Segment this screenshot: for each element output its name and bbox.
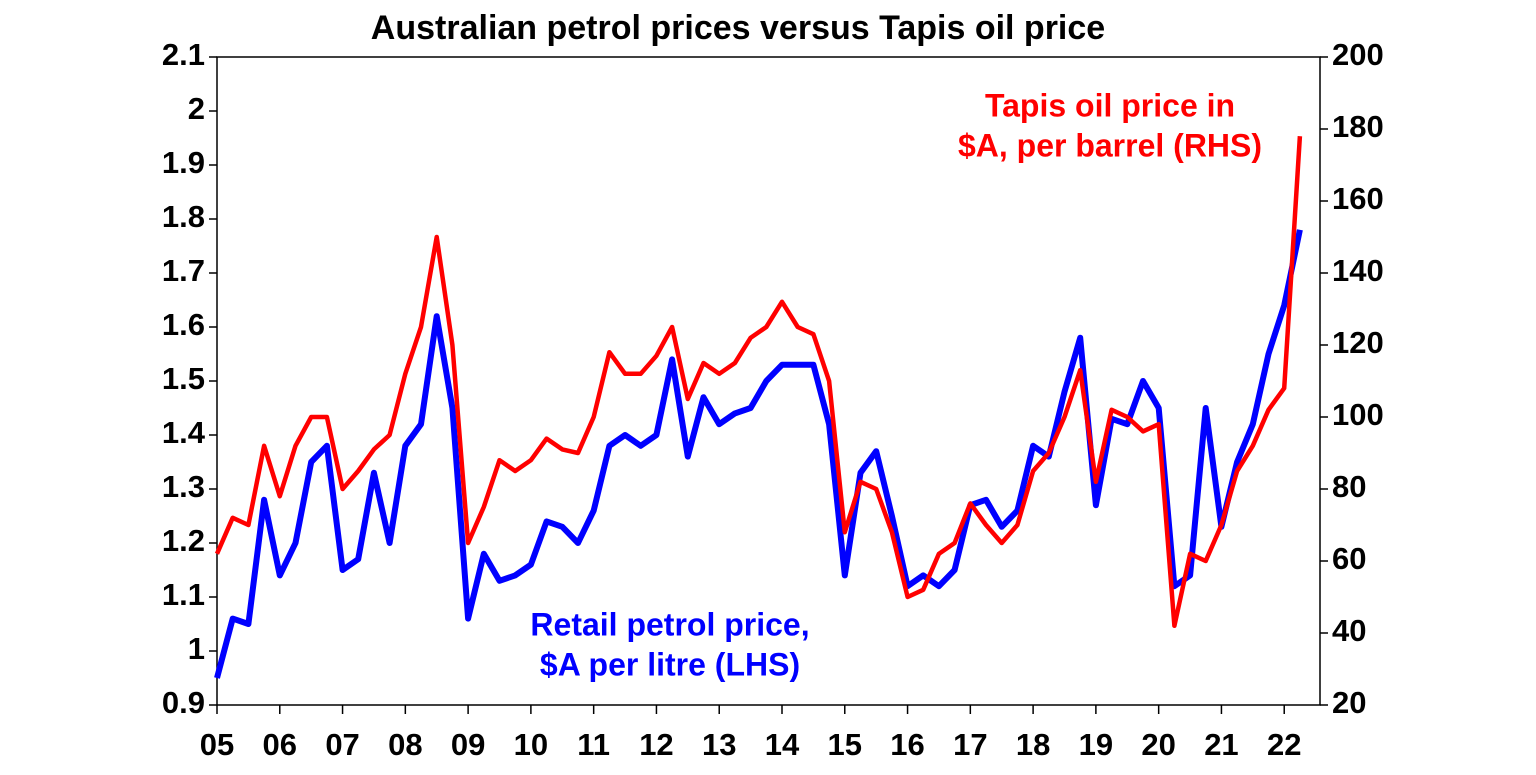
series-line	[214, 136, 1303, 629]
y2-tick-label: 60	[1332, 541, 1366, 576]
series-line	[214, 229, 1303, 679]
x-tick-label: 20	[1141, 727, 1175, 762]
x-tick-label: 11	[577, 727, 610, 762]
y2-tick-label: 20	[1332, 685, 1366, 720]
x-tick-label: 06	[263, 727, 297, 762]
y2-tick-label: 200	[1332, 37, 1384, 72]
x-tick-label: 16	[890, 727, 924, 762]
y-tick-label: 0.9	[162, 685, 205, 720]
y-tick-label: 1.9	[162, 145, 205, 180]
y2-tick-label: 180	[1332, 109, 1384, 144]
x-tick-label: 05	[200, 727, 234, 762]
y-tick-label: 1.8	[162, 199, 205, 234]
y2-tick-label: 40	[1332, 613, 1366, 648]
x-tick-label: 17	[953, 727, 987, 762]
x-tick-label: 15	[828, 727, 862, 762]
x-tick-label: 19	[1079, 727, 1113, 762]
series-label: $A, per barrel (RHS)	[958, 127, 1262, 163]
y2-tick-label: 160	[1332, 181, 1384, 216]
series-label: $A per litre (LHS)	[540, 646, 800, 682]
y-tick-label: 1.4	[162, 415, 206, 450]
x-tick-label: 13	[702, 727, 736, 762]
x-tick-label: 09	[451, 727, 485, 762]
series-label: Retail petrol price,	[530, 606, 809, 642]
x-tick-label: 08	[388, 727, 422, 762]
x-tick-label: 18	[1016, 727, 1050, 762]
chart-title: Australian petrol prices versus Tapis oi…	[371, 9, 1105, 47]
y2-tick-label: 140	[1332, 253, 1384, 288]
y2-tick-label: 120	[1332, 325, 1384, 360]
y-tick-label: 1.5	[162, 361, 205, 396]
y-tick-label: 1.2	[162, 523, 205, 558]
x-tick-label: 12	[639, 727, 673, 762]
x-tick-label: 10	[514, 727, 548, 762]
x-tick-label: 22	[1267, 727, 1301, 762]
x-tick-label: 21	[1204, 727, 1238, 762]
y2-tick-label: 100	[1332, 397, 1384, 432]
y-tick-label: 1.6	[162, 307, 205, 342]
y-tick-label: 2.1	[162, 37, 205, 72]
y-tick-label: 1.3	[162, 469, 205, 504]
y-tick-label: 2	[188, 91, 205, 126]
y-tick-label: 1	[188, 631, 205, 666]
y-tick-label: 1.1	[162, 577, 205, 612]
y2-tick-label: 80	[1332, 469, 1366, 504]
y-tick-label: 1.7	[162, 253, 205, 288]
series-label: Tapis oil price in	[985, 87, 1235, 123]
x-tick-label: 07	[325, 727, 359, 762]
x-tick-label: 14	[765, 727, 800, 762]
